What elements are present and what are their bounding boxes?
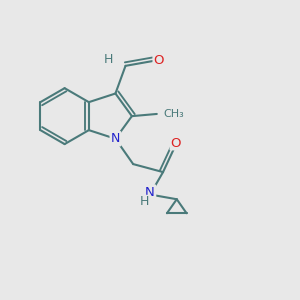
- Text: H: H: [140, 195, 149, 208]
- Text: N: N: [145, 186, 155, 199]
- Text: CH₃: CH₃: [163, 109, 184, 119]
- Text: O: O: [153, 54, 164, 67]
- Text: N: N: [111, 132, 120, 145]
- Text: O: O: [170, 137, 181, 150]
- Text: H: H: [104, 53, 114, 66]
